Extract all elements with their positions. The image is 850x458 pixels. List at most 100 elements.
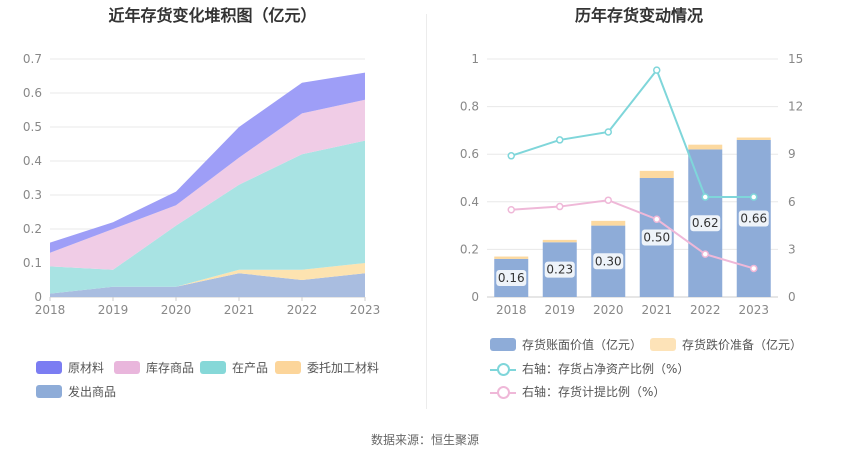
bar-value-label: 0.16: [498, 271, 525, 285]
legend-item-provision-ratio[interactable]: 右轴：存货计提比例（%）: [490, 383, 665, 400]
legend-label: 委托加工材料: [307, 361, 380, 375]
y-tick-label: 0.6: [23, 86, 42, 100]
x-tick-label: 2021: [641, 303, 672, 317]
y-tick-label: 0.4: [460, 195, 479, 209]
legend-item-work-in-progress[interactable]: 在产品: [200, 359, 268, 376]
area-series: [50, 140, 365, 294]
line-point: [507, 205, 515, 214]
y-tick-label: 0.5: [23, 120, 42, 134]
legend-label: 右轴：存货计提比例（%）: [522, 385, 666, 399]
y-tick-label: 0.3: [23, 188, 42, 202]
bar-value-label: 0.62: [692, 216, 719, 230]
y2-tick-label: 15: [788, 52, 803, 66]
legend-swatch: [650, 338, 676, 351]
left-chart-title: 近年存货变化堆积图（亿元）: [108, 6, 317, 25]
x-tick-label: 2020: [161, 303, 192, 317]
legend-item-raw-materials[interactable]: 原材料: [36, 359, 104, 376]
bar-label-bg: [544, 261, 575, 278]
x-tick-label: 2022: [287, 303, 318, 317]
y2-tick-label: 0: [788, 290, 796, 304]
line-point: [556, 202, 564, 211]
y-tick-label: 0: [471, 290, 479, 304]
legend-label: 存货跌价准备（亿元）: [682, 338, 803, 352]
right-legend: 存货账面价值（亿元） 存货跌价准备（亿元） 右轴：存货占净资产比例（%） 右轴：…: [428, 0, 850, 420]
legend-item-impairment[interactable]: 存货跌价准备（亿元）: [650, 336, 802, 353]
legend-swatch: [275, 361, 301, 374]
legend-swatch: [200, 361, 226, 374]
bar-label-bg: [690, 215, 721, 232]
area-series: [50, 72, 365, 253]
x-tick-label: 2019: [544, 303, 575, 317]
legend-label: 右轴：存货占净资产比例（%）: [522, 362, 690, 376]
area-series: [50, 273, 365, 297]
stacked-area-chart-panel: 近年存货变化堆积图（亿元） 0 0.1 0.2 0.3 0.4 0.5 0.6 0.7 2018…: [0, 0, 425, 420]
legend-item-finished-goods[interactable]: 库存商品: [114, 359, 194, 376]
panel-divider: [426, 14, 427, 409]
line-inventory-to-net-assets: [510, 68, 754, 199]
x-tick-label: 2023: [350, 303, 381, 317]
legend-swatch: [114, 361, 140, 374]
bar-label-bg: [641, 229, 672, 246]
line-point: [653, 215, 661, 224]
y2-tick-label: 9: [788, 147, 796, 161]
y-tick-label: 0.7: [23, 52, 42, 66]
legend-item-shipped-goods[interactable]: 发出商品: [36, 383, 116, 400]
x-tick-label: 2018: [35, 303, 66, 317]
legend-item-book-value[interactable]: 存货账面价值（亿元）: [490, 336, 642, 353]
bar-value-label: 0.66: [740, 211, 767, 225]
left-legend: 原材料 库存商品 在产品 委托加工材料 发出商品: [0, 0, 425, 420]
y-tick-label: 0.8: [460, 100, 479, 114]
bar-impairment: [494, 256, 529, 259]
y-tick-label: 0.2: [23, 222, 42, 236]
legend-label: 在产品: [232, 361, 269, 375]
x-tick-label: 2020: [593, 303, 624, 317]
x-tick-label: 2019: [98, 303, 129, 317]
legend-label: 原材料: [68, 361, 105, 375]
legend-line-swatch: [490, 385, 516, 399]
legend-item-processing-materials[interactable]: 委托加工材料: [275, 359, 379, 376]
bar-label-bg: [593, 253, 624, 270]
legend-label: 发出商品: [68, 385, 117, 399]
area-series: [50, 99, 365, 270]
y-tick-label: 0.6: [460, 147, 479, 161]
line-point: [750, 193, 758, 201]
line-point: [604, 128, 612, 136]
line-point: [653, 66, 661, 74]
y2-tick-label: 12: [788, 100, 803, 114]
x-tick-label: 2021: [224, 303, 255, 317]
line-point: [507, 152, 515, 160]
legend-swatch: [490, 338, 516, 351]
y-tick-label: 0.2: [460, 242, 479, 256]
x-tick-label: 2022: [690, 303, 721, 317]
bar-label-bg: [738, 210, 769, 227]
legend-swatch: [36, 385, 62, 398]
legend-swatch: [36, 361, 62, 374]
legend-item-inventory-to-net-assets[interactable]: 右轴：存货占净资产比例（%）: [490, 360, 689, 377]
line-provision-ratio: [511, 199, 755, 270]
legend-label: 存货账面价值（亿元）: [522, 338, 643, 352]
bar-impairment: [688, 144, 723, 150]
bar-line-chart: 0 0.2 0.4 0.6 0.8 1 0 3 6 9 12 15 2018 2019 2020 2021 20…: [460, 52, 803, 317]
line-point: [701, 193, 709, 201]
bar-impairment: [542, 239, 577, 243]
right-chart-title: 历年存货变动情况: [574, 6, 703, 25]
line-point: [750, 264, 758, 273]
bar-value-label: 0.50: [643, 231, 670, 245]
bar-impairment: [736, 137, 771, 140]
y-tick-label: 0.4: [23, 154, 42, 168]
bar-value-label: 0.30: [595, 254, 622, 268]
stacked-area-chart: 0 0.1 0.2 0.3 0.4 0.5 0.6 0.7 2018 2019 2020 2021 20…: [23, 52, 381, 317]
bar-label-bg: [496, 269, 527, 286]
y-tick-label: 0: [34, 290, 42, 304]
bar-impairment: [639, 170, 674, 178]
legend-line-swatch: [490, 362, 516, 376]
line-point: [556, 136, 564, 144]
inventory-bar-line-chart-panel: 历年存货变动情况 0 0.2 0.4 0.6 0.8 1 0 3 6 9 12 15 2018 2019 2…: [428, 0, 850, 420]
line-point: [604, 196, 612, 204]
x-tick-label: 2023: [738, 303, 769, 317]
y2-tick-label: 3: [788, 242, 796, 256]
bar-impairment: [591, 220, 626, 226]
y2-tick-label: 6: [788, 195, 796, 209]
line-point: [701, 250, 709, 258]
bar-value-label: 0.23: [546, 263, 573, 277]
